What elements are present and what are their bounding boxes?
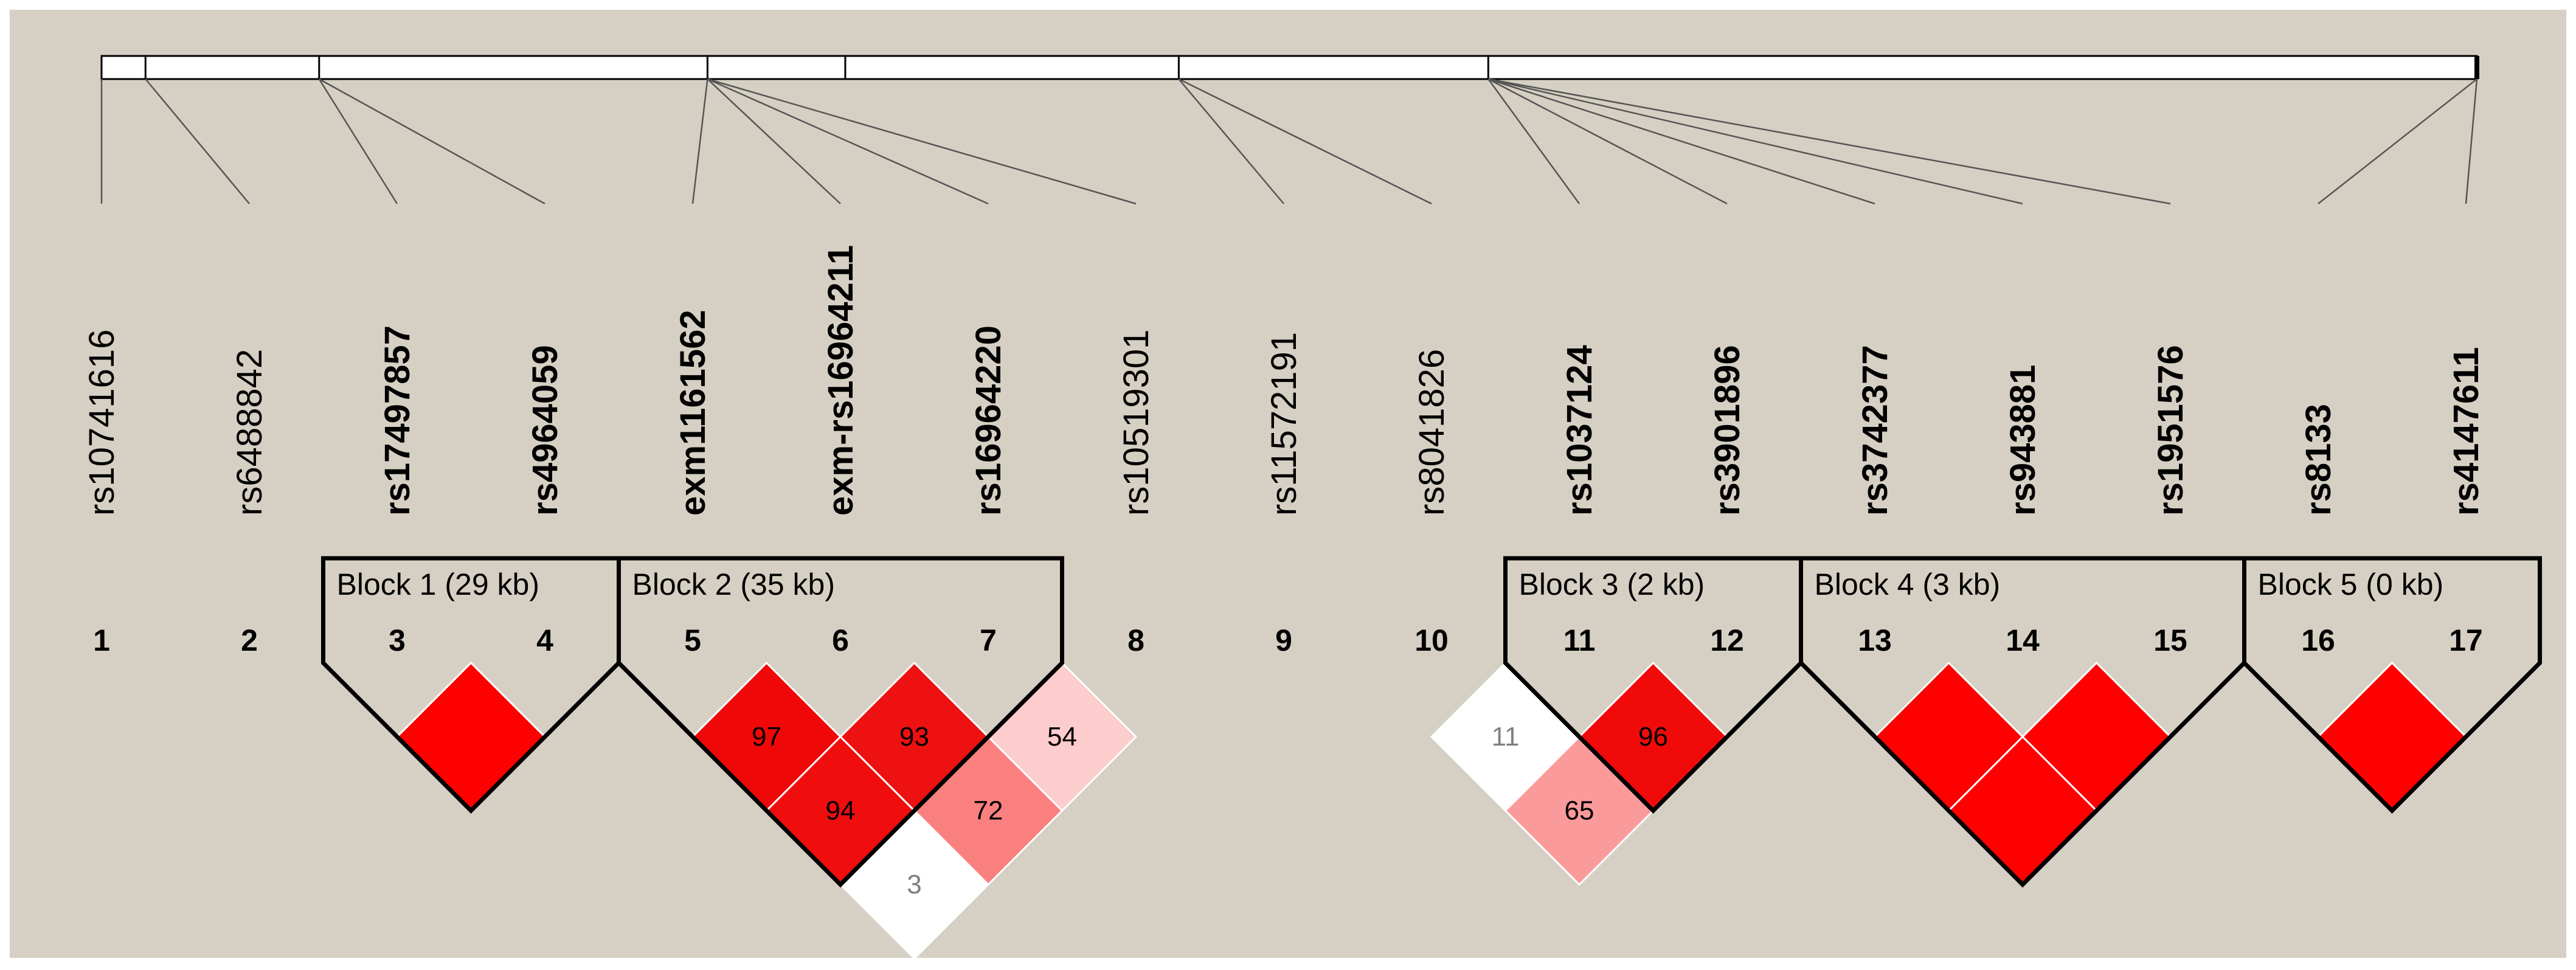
snp-index-label: 2 xyxy=(241,623,258,657)
snp-index-label: 3 xyxy=(389,623,406,657)
ld-cell-value: 65 xyxy=(1565,796,1594,826)
snp-connector-line xyxy=(1178,78,1432,205)
block-label: Block 1 (29 kb) xyxy=(337,567,539,601)
connector-lines xyxy=(100,78,2478,205)
snp-connector-line xyxy=(1487,78,1728,205)
snp-index-label: 14 xyxy=(2006,623,2040,657)
snp-connector-line xyxy=(319,78,545,205)
snp-name-label: rs943881 xyxy=(2003,365,2043,516)
block-outline xyxy=(1503,556,1803,814)
snp-name-label: rs17497857 xyxy=(378,325,417,516)
block-label: Block 4 (3 kb) xyxy=(1815,567,2001,601)
block-outline xyxy=(321,556,621,814)
snp-index-label: 9 xyxy=(1275,623,1292,657)
snp-name-label: rs10741616 xyxy=(82,330,122,516)
snp-connector-line xyxy=(145,78,250,204)
snp-connector-line xyxy=(1488,78,2171,205)
snp-name-label: rs8041826 xyxy=(1412,349,1452,516)
block-label: Block 3 (2 kb) xyxy=(1519,567,1705,601)
block-outlines: Block 1 (29 kb) Block 2 (35 kb) Block 3 (2… xyxy=(321,556,2542,888)
block-label: Block 2 (35 kb) xyxy=(632,567,835,601)
block-outline xyxy=(2242,556,2542,814)
snp-name-label: rs1951576 xyxy=(2151,345,2190,516)
snp-connector-line xyxy=(1487,78,1875,205)
ld-cell-value: 3 xyxy=(907,870,921,899)
snp-name-label: rs3901896 xyxy=(1708,345,1747,516)
snp-name-label: rs6488842 xyxy=(230,349,269,516)
snp-connector-line xyxy=(691,78,708,204)
snp-name-label: rs16964220 xyxy=(969,325,1008,516)
snp-connector-line xyxy=(1488,78,2023,205)
snp-index-label: 8 xyxy=(1127,623,1144,657)
position-bar-rect xyxy=(100,55,2478,80)
snp-connector-line xyxy=(2465,78,2478,204)
snp-connector-line xyxy=(707,78,989,205)
snp-name-label: rs3742377 xyxy=(1855,345,1895,516)
snp-name-label: exm1161562 xyxy=(673,310,713,516)
snp-connector-line xyxy=(318,78,398,204)
snp-connector-line xyxy=(2318,78,2477,204)
snp-name-label: rs1037124 xyxy=(1560,345,1599,516)
snp-name-label: rs4964059 xyxy=(525,345,565,516)
snp-index-label: 7 xyxy=(980,623,997,657)
snp-index-label: 15 xyxy=(2153,623,2187,657)
snp-index-label: 13 xyxy=(1858,623,1892,657)
snp-index-label: 11 xyxy=(1563,623,1596,657)
ld-cell-value: 11 xyxy=(1492,722,1520,752)
ld-cell-value: 94 xyxy=(826,796,856,826)
snp-connector-line xyxy=(707,78,841,204)
plot-background xyxy=(10,10,2566,958)
snp-connector-line xyxy=(1178,78,1284,204)
block-label: Block 5 (0 kb) xyxy=(2258,567,2444,601)
snp-connector-line xyxy=(1487,78,1581,204)
snp-name-label: rs8133 xyxy=(2299,404,2338,516)
block-outline xyxy=(1799,556,2246,888)
ld-cell-value: 93 xyxy=(899,722,929,752)
snp-indices: 1 2 3 4 5 6 7 8 9 10 11 12 13 14 15 16 17 xyxy=(93,623,2483,657)
ld-cell-value: 97 xyxy=(752,722,781,752)
snp-index-label: 1 xyxy=(93,623,110,657)
position-bar xyxy=(100,55,2479,80)
snp-index-label: 4 xyxy=(536,623,553,657)
snp-name-label: rs11572191 xyxy=(1264,332,1304,516)
snp-name-label: rs4147611 xyxy=(2446,347,2486,516)
block-outline xyxy=(617,556,1064,888)
snp-index-label: 17 xyxy=(2449,623,2483,657)
snp-index-label: 6 xyxy=(832,623,849,657)
snp-labels: rs10741616 rs6488842 rs17497857 rs4964059 ex… xyxy=(82,245,2486,516)
ld-cell-value: 54 xyxy=(1047,722,1077,752)
snp-name-label: exm-rs16964211 xyxy=(821,245,860,516)
snp-index-label: 10 xyxy=(1414,623,1449,657)
snp-connector-line xyxy=(707,78,1137,205)
ld-cell-value: 72 xyxy=(974,796,1003,826)
snp-index-label: 5 xyxy=(684,623,701,657)
snp-name-label: rs10519301 xyxy=(1117,330,1156,516)
ld-cell-value: 96 xyxy=(1638,722,1668,752)
snp-index-label: 16 xyxy=(2301,623,2335,657)
snp-index-label: 12 xyxy=(1710,623,1744,657)
